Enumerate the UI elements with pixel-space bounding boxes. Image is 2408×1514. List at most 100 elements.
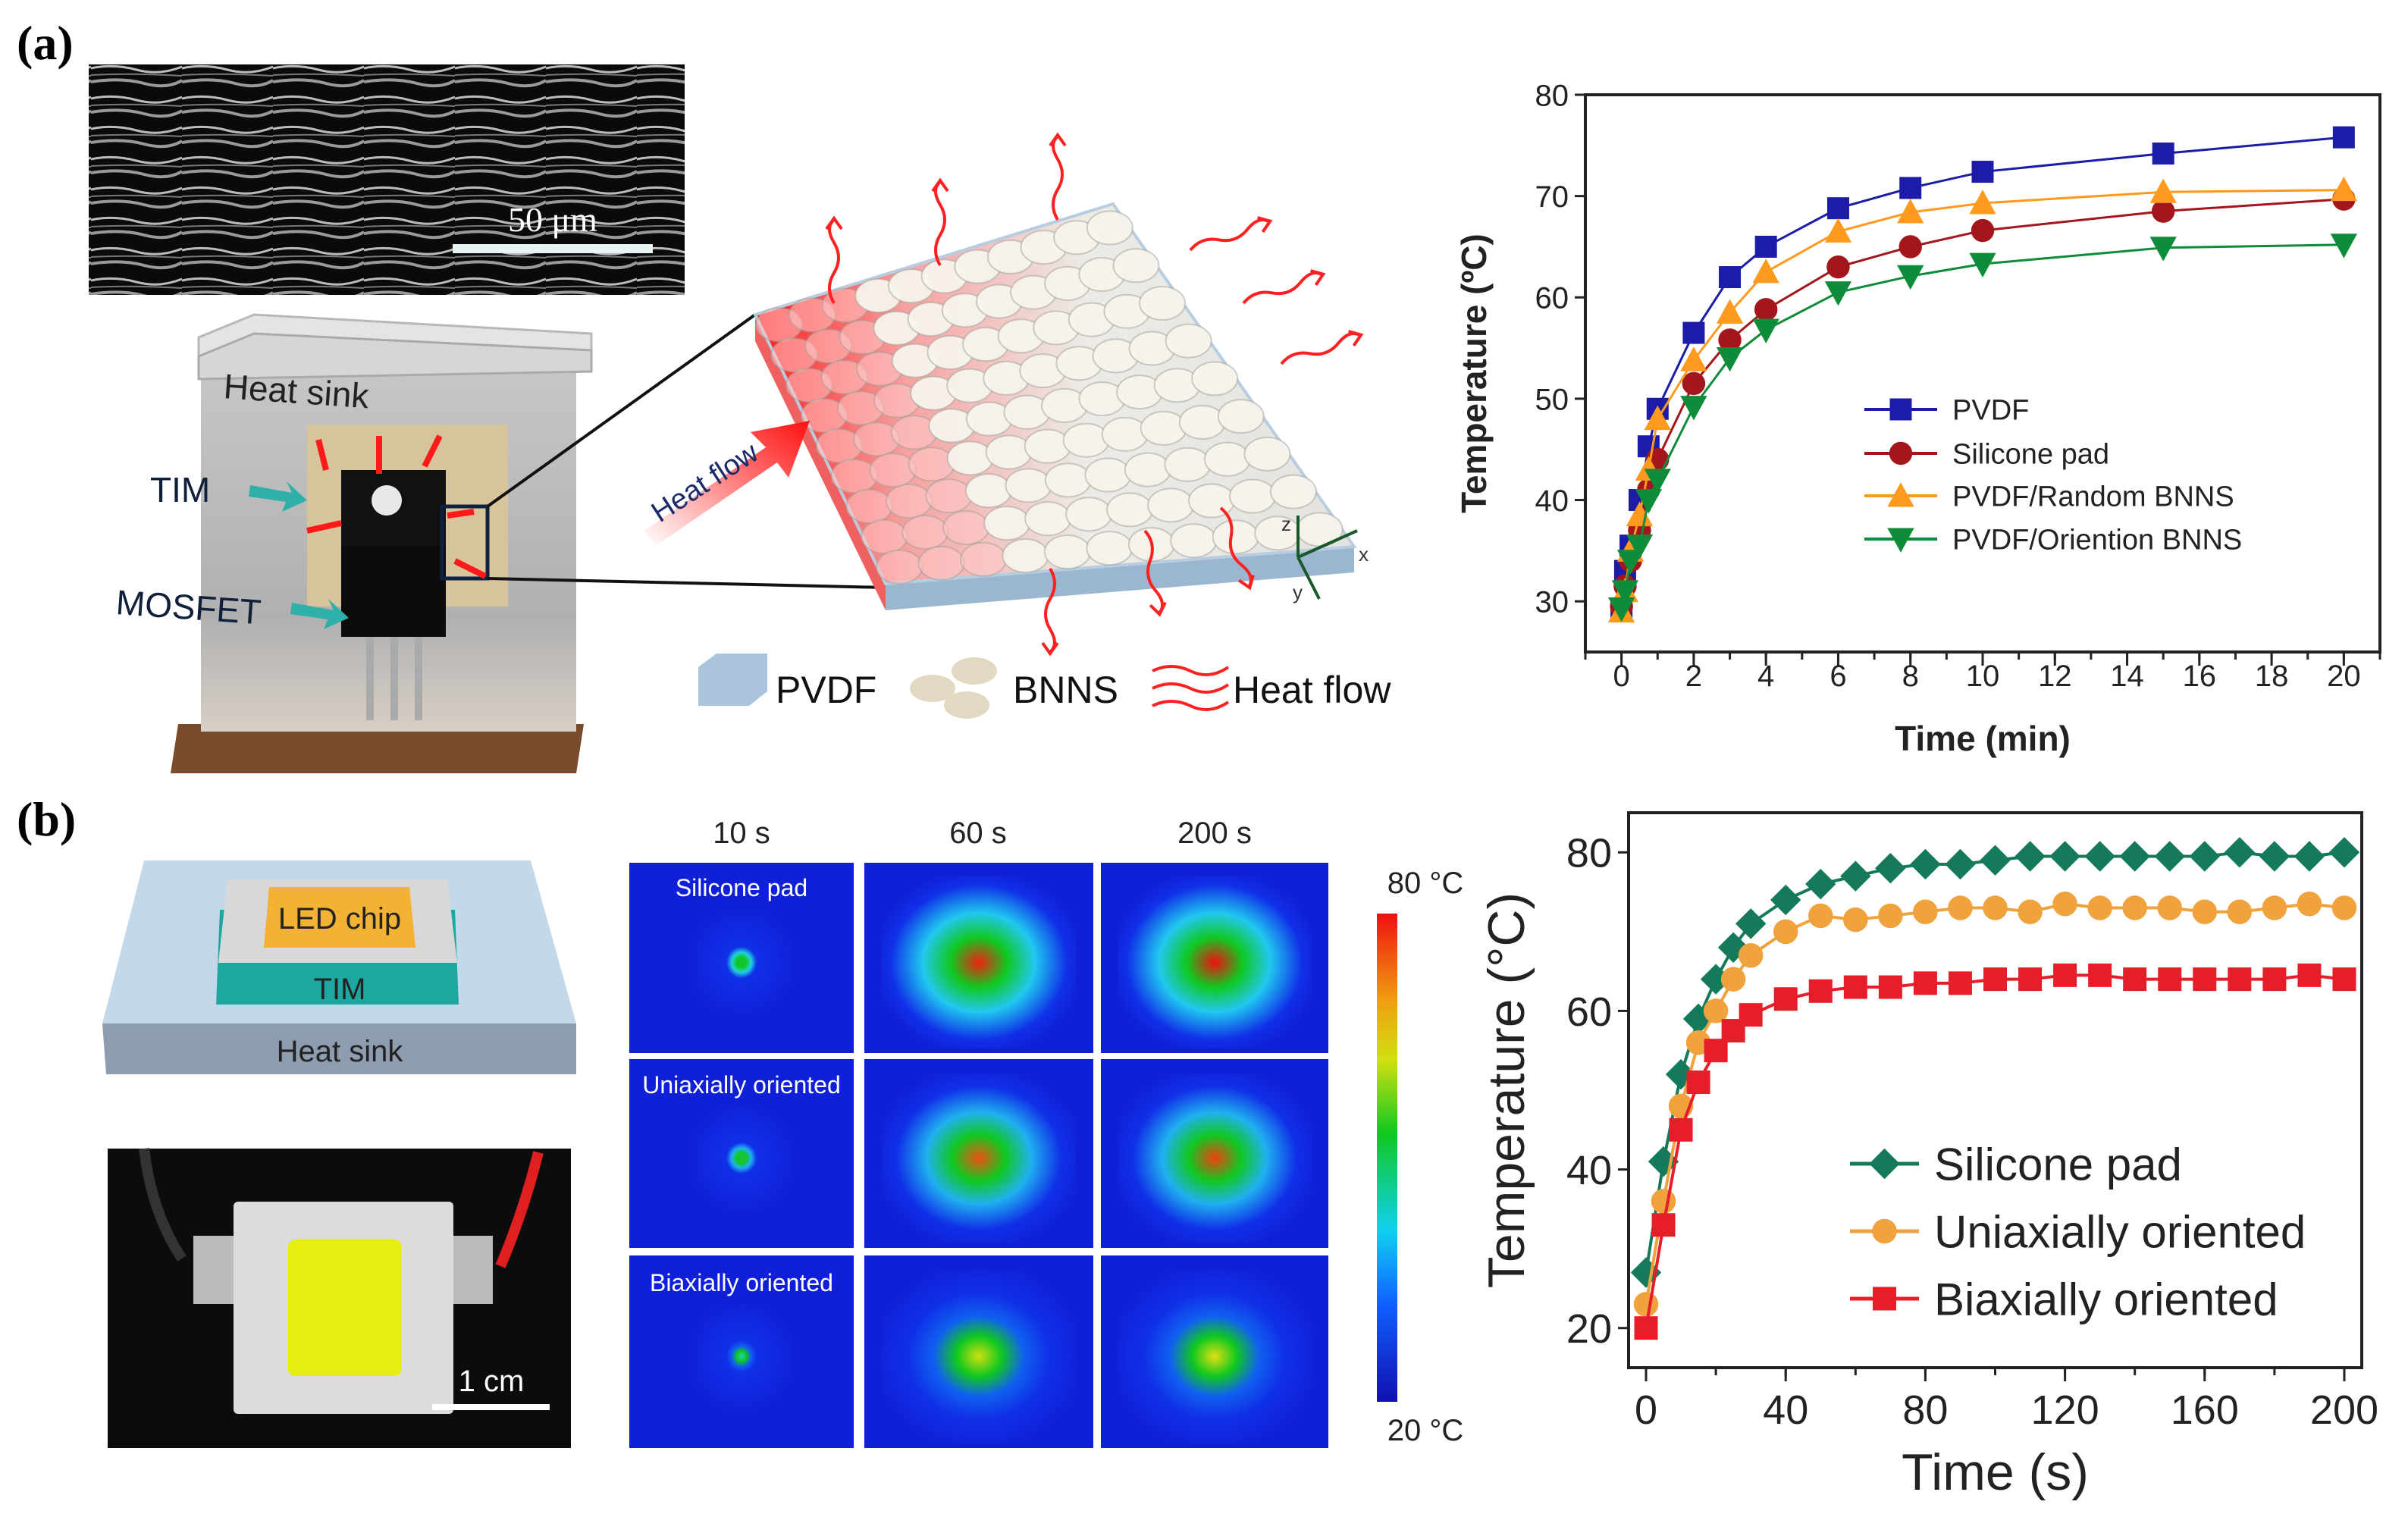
heat-flow-wavy-arrows (825, 132, 1364, 657)
bnns-disc (1086, 531, 1133, 566)
axis-y-label: y (1293, 581, 1303, 603)
data-point-circle (1948, 895, 1973, 920)
bnns-disc (901, 514, 949, 550)
data-point-square (1983, 967, 2007, 992)
data-point-square (2332, 126, 2355, 149)
data-point-square (2332, 967, 2356, 992)
arrow-head (825, 215, 843, 230)
data-point-circle (1754, 298, 1778, 321)
label-heat-sink: Heat sink (277, 1035, 404, 1068)
data-point-triangle-up (2330, 176, 2358, 202)
data-point-circle (2018, 899, 2043, 924)
legend-label: Biaxially oriented (1934, 1274, 2278, 1325)
data-point-diamond (2049, 841, 2080, 872)
data-point-triangle-up (1680, 346, 1707, 371)
mosfet-pointer-arrow (290, 599, 349, 629)
heat-flow-arrow-icon (931, 177, 949, 267)
schematic-legend: PVDF BNNS Heat flow (698, 654, 1391, 719)
device-base (171, 724, 584, 773)
bnns-disc (946, 440, 994, 476)
legend-label: PVDF/Random BNNS (1952, 481, 2234, 513)
data-point-circle (1826, 255, 1850, 279)
data-point-square (1889, 398, 1912, 421)
data-point-triangle-down (1635, 489, 1663, 514)
thermal-hotspot (881, 876, 1077, 1049)
arrow-shaft (1143, 529, 1165, 614)
bnns-disc (983, 506, 1031, 541)
series-silicone-pad (1630, 837, 2360, 1288)
data-point-square (1948, 971, 1972, 995)
thermal-row-label: Uniaxially oriented (642, 1071, 840, 1099)
data-point-square (1773, 987, 1798, 1011)
arrow-head (1041, 641, 1059, 657)
data-point-square (1899, 177, 1922, 199)
data-point-square (1634, 1316, 1658, 1340)
data-point-square (1669, 1117, 1693, 1142)
bnns-disc (1217, 399, 1265, 434)
bnns-disc (1086, 210, 1133, 246)
label-tim: TIM (314, 973, 366, 1006)
data-point-circle (2087, 895, 2112, 920)
bnns-disc (1084, 457, 1132, 493)
arrow-shaft (1052, 135, 1064, 221)
bnns-disc (1112, 248, 1160, 284)
data-point-circle (1720, 967, 1746, 992)
arrow-head (1049, 132, 1067, 147)
bnns-disc (1229, 478, 1277, 514)
colorbar (1377, 914, 1397, 1402)
data-point-diamond (1945, 848, 1976, 880)
bnns-disc (1024, 501, 1072, 537)
x-tick-label: 120 (2031, 1387, 2099, 1433)
led-schematic: LED chip TIM Heat sink (102, 860, 576, 1074)
heat-flow-arrow-icon (1219, 506, 1255, 591)
bnns-disc (1062, 422, 1110, 458)
zoom-line-bottom (487, 577, 886, 589)
data-point-square (2053, 963, 2077, 987)
data-point-circle (1682, 371, 1706, 396)
bnns-disc (1024, 428, 1071, 464)
bnns-disc (1270, 474, 1318, 509)
y-tick-label: 40 (1566, 1148, 1612, 1193)
data-point-square (1704, 1039, 1728, 1063)
x-tick-label: 10 (1966, 660, 2000, 693)
bnns-disc (1178, 405, 1226, 440)
data-point-triangle-up (1824, 218, 1852, 243)
bnns-disc (830, 459, 878, 494)
thermal-hotspot (1118, 1269, 1312, 1443)
colorbar-min-label: 20 °C (1387, 1414, 1464, 1447)
arrow-head (1149, 601, 1167, 617)
data-point-circle (1843, 907, 1868, 933)
data-point-diamond (1910, 848, 1941, 880)
data-point-square (1754, 235, 1777, 258)
data-point-diamond (1875, 852, 1906, 884)
series-pvdf-random-bnns (1607, 176, 2358, 623)
bnns-disc (1147, 487, 1195, 523)
arrow-shaft (1242, 271, 1323, 305)
data-point-triangle-down (1716, 346, 1744, 372)
data-point-diamond (2119, 841, 2150, 872)
thermal-hotspot (691, 910, 792, 1015)
y-tick-label: 20 (1566, 1306, 1612, 1352)
colorbar-max-label: 80 °C (1387, 867, 1464, 900)
arrow-shaft (1044, 567, 1056, 654)
data-point-circle (1971, 218, 1995, 243)
data-point-circle (1773, 919, 1798, 945)
data-point-square (2123, 967, 2147, 992)
data-point-square (1739, 1003, 1763, 1027)
data-point-triangle-up (2149, 178, 2177, 203)
legend-entry: PVDF/Random BNNS (1864, 481, 2234, 513)
bnns-disc (1140, 410, 1187, 446)
led-chip-area (264, 887, 415, 948)
data-point-diamond (1869, 1148, 1900, 1180)
arrow-head (1348, 330, 1364, 347)
data-point-triangle-down (1897, 265, 1924, 290)
xyz-axes-icon (1296, 516, 1358, 600)
series-biaxially-oriented (1634, 963, 2356, 1340)
data-point-triangle-down (1626, 534, 1654, 560)
data-point-circle (2262, 895, 2287, 920)
led-photo: 1 cm (108, 1148, 571, 1448)
arrow-shaft (828, 218, 840, 305)
bnns-disc (845, 488, 893, 524)
data-point-square (1682, 321, 1705, 344)
